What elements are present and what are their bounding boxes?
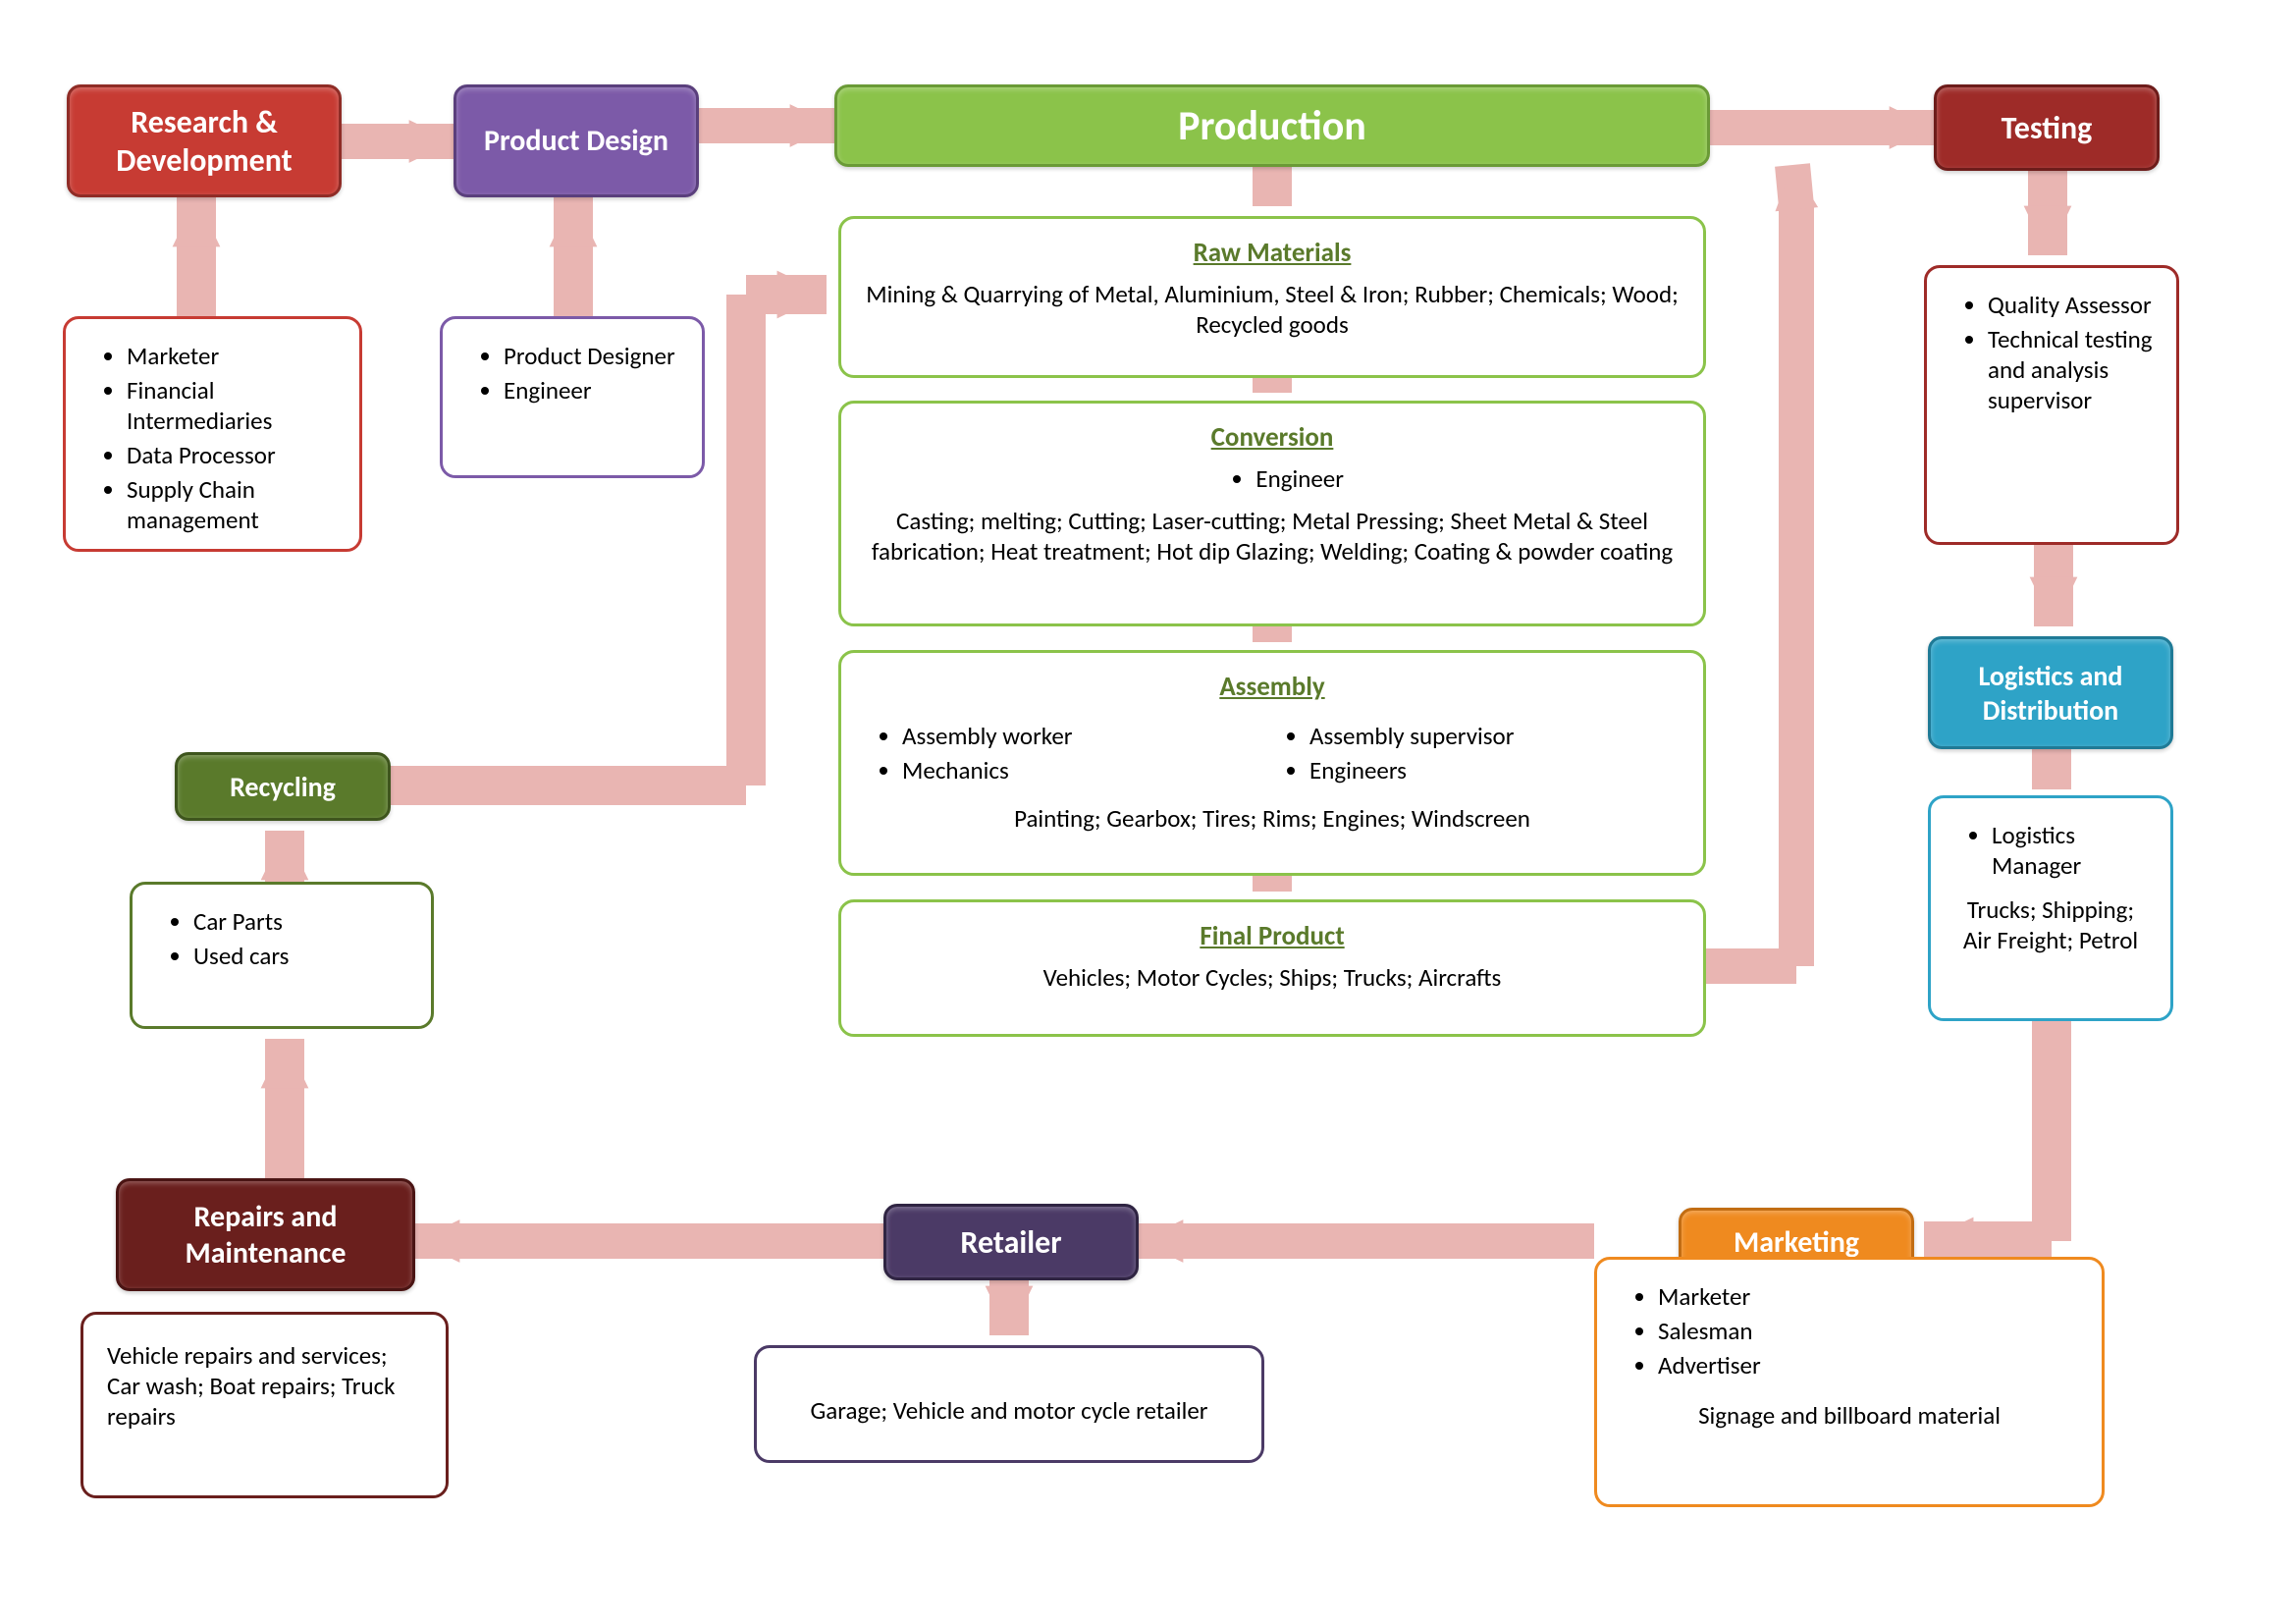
list-item: Marketer (1658, 1281, 2078, 1312)
list-item: Salesman (1658, 1316, 2078, 1346)
label: Product Design (484, 123, 668, 159)
sub-text: Casting; melting; Cutting; Laser-cutting… (865, 506, 1680, 567)
sub-text: Vehicles; Motor Cycles; Ships; Trucks; A… (865, 962, 1680, 993)
label: Retailer (960, 1223, 1061, 1262)
list-item: Assembly worker (902, 721, 1272, 751)
node-retailer: Retailer (883, 1204, 1139, 1280)
node-recycling: Recycling (175, 752, 391, 821)
node-testing: Testing (1934, 84, 2160, 171)
retailer-text: Garage; Vehicle and motor cycle retailer (780, 1395, 1238, 1426)
detail-product-design: Product Designer Engineer (440, 316, 705, 478)
list-item: Marketer (127, 341, 336, 371)
label: Research & Development (83, 103, 325, 180)
flowchart-container: Research & Development Product Design Pr… (0, 0, 2296, 1624)
detail-repairs: Vehicle repairs and services; Car wash; … (80, 1312, 449, 1498)
list-item: Engineers (1309, 755, 1680, 785)
sub-final-product: Final Product Vehicles; Motor Cycles; Sh… (838, 899, 1706, 1037)
sub-text: Painting; Gearbox; Tires; Rims; Engines;… (865, 803, 1680, 834)
label: Marketing (1734, 1224, 1859, 1261)
label: Testing (2002, 109, 2093, 147)
label: Production (1178, 101, 1366, 151)
list-item: Engineer (504, 375, 678, 406)
detail-marketing: Marketer Salesman Advertiser Signage and b… (1594, 1257, 2105, 1507)
node-production: Production (834, 84, 1710, 167)
list-item: Used cars (193, 941, 407, 971)
list-item: Quality Assessor (1988, 290, 2153, 320)
detail-research-development: Marketer Financial Intermediaries Data Pro… (63, 316, 362, 552)
sub-raw-materials: Raw Materials Mining & Quarrying of Meta… (838, 216, 1706, 378)
sub-title: Assembly (865, 671, 1680, 703)
detail-testing: Quality Assessor Technical testing and an… (1924, 265, 2179, 545)
sub-conversion: Conversion Engineer Casting; melting; Cu… (838, 401, 1706, 626)
node-repairs: Repairs and Maintenance (116, 1178, 415, 1291)
detail-retailer: Garage; Vehicle and motor cycle retailer (754, 1345, 1264, 1463)
logistics-extra: Trucks; Shipping; Air Freight; Petrol (1954, 894, 2147, 955)
detail-recycling: Car Parts Used cars (130, 882, 434, 1029)
list-item: Mechanics (902, 755, 1272, 785)
list-item: Advertiser (1658, 1350, 2078, 1380)
list-item: Engineer (1255, 463, 1680, 494)
node-research-development: Research & Development (67, 84, 342, 197)
repairs-text: Vehicle repairs and services; Car wash; … (107, 1340, 422, 1432)
sub-assembly: Assembly Assembly worker Mechanics Assemb… (838, 650, 1706, 876)
sub-title: Raw Materials (865, 237, 1680, 269)
marketing-extra: Signage and billboard material (1621, 1400, 2078, 1431)
node-product-design: Product Design (454, 84, 699, 197)
list-item: Assembly supervisor (1309, 721, 1680, 751)
label: Recycling (230, 770, 336, 804)
list-item: Logistics Manager (1992, 820, 2147, 881)
label: Logistics and Distribution (1945, 659, 2157, 728)
sub-text: Mining & Quarrying of Metal, Aluminium, … (865, 279, 1680, 340)
list-item: Car Parts (193, 906, 407, 937)
list-item: Technical testing and analysis superviso… (1988, 324, 2153, 415)
list-item: Financial Intermediaries (127, 375, 336, 436)
sub-title: Conversion (865, 421, 1680, 454)
list-item: Data Processor (127, 440, 336, 470)
detail-logistics: Logistics Manager Trucks; Shipping; Air … (1928, 795, 2173, 1021)
label: Repairs and Maintenance (133, 1199, 399, 1272)
list-item: Product Designer (504, 341, 678, 371)
list-item: Supply Chain management (127, 474, 336, 535)
sub-title: Final Product (865, 920, 1680, 952)
node-logistics: Logistics and Distribution (1928, 636, 2173, 749)
